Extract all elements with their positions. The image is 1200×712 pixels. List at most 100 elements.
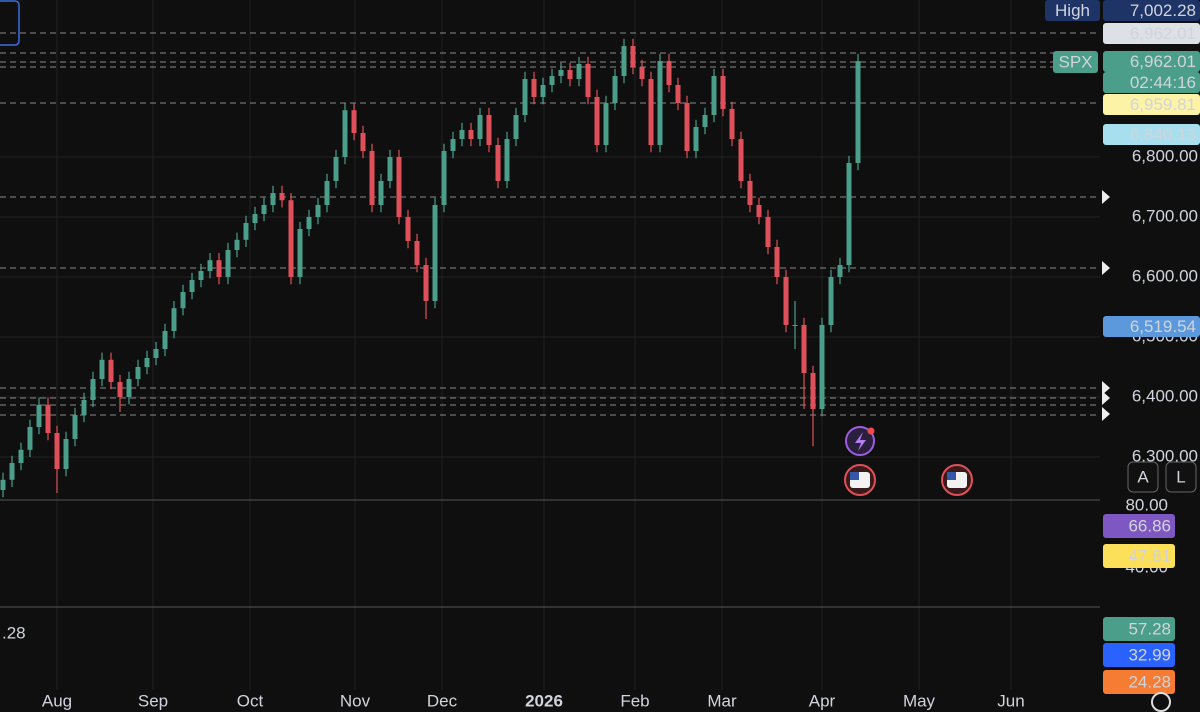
candle-body	[747, 181, 753, 206]
candle-body	[225, 250, 231, 277]
candle-body	[630, 46, 636, 68]
indicator-tag-bg	[1103, 643, 1175, 667]
candle-body	[405, 217, 411, 242]
candle-body	[477, 115, 483, 140]
candle-body	[81, 399, 87, 415]
candle-body	[441, 151, 447, 206]
price-tag-bg	[1103, 51, 1200, 72]
candle-body	[666, 61, 672, 86]
candle-body	[144, 357, 150, 367]
candle-body	[342, 110, 348, 158]
candle-body	[18, 449, 24, 463]
candle-body	[792, 324, 798, 326]
candle-body	[288, 200, 294, 277]
candle-body	[693, 127, 699, 152]
price-tag-bg	[1103, 23, 1200, 44]
candle-body	[162, 330, 168, 349]
candle-body	[702, 115, 708, 128]
candle-body	[837, 264, 843, 277]
candle-body	[756, 205, 762, 218]
flag-canton	[850, 472, 859, 480]
candle-body	[378, 181, 384, 206]
x-tick-label: Feb	[620, 691, 649, 710]
candle-body	[243, 223, 249, 240]
indicator-tag-bg	[1103, 670, 1175, 694]
candle-body	[45, 404, 51, 433]
candle-body	[459, 130, 465, 140]
candle-body	[639, 67, 645, 80]
price-tag-bg	[1103, 316, 1200, 337]
candle-body	[810, 372, 816, 409]
candle-body	[855, 61, 861, 164]
candle-body	[549, 76, 555, 86]
candle-body	[612, 76, 618, 104]
y-tick-label: 6,700.00	[1132, 206, 1198, 225]
candle-body	[117, 381, 123, 397]
price-tag-bg	[1103, 94, 1200, 115]
price-tag: 6,519.54	[1130, 317, 1196, 336]
candle-body	[729, 109, 735, 140]
candle-body	[180, 291, 186, 309]
candle-body	[315, 205, 321, 218]
high-value-bg	[1103, 0, 1200, 21]
candle-body	[396, 157, 402, 218]
candle-body	[360, 133, 366, 152]
candle-body	[54, 432, 60, 469]
candle-body	[621, 46, 627, 77]
candle-body	[540, 85, 546, 98]
candle-body	[513, 115, 519, 140]
candle-body	[603, 103, 609, 146]
candle-body	[108, 359, 114, 382]
candle-body	[252, 214, 258, 224]
candle-body	[99, 359, 105, 379]
x-tick-label: Nov	[340, 691, 371, 710]
price-tag: 02:44:16	[1130, 73, 1196, 92]
scale-button-bg[interactable]	[1165, 461, 1197, 493]
candle-body	[0, 479, 6, 490]
candle-body	[414, 241, 420, 265]
indicator-tag: 47.81	[1128, 546, 1171, 565]
symbol-label: SPX	[1058, 52, 1092, 71]
candle-body	[522, 79, 528, 116]
candle-body	[216, 260, 222, 277]
candle-body	[576, 64, 582, 80]
scale-button[interactable]: L	[1176, 467, 1185, 486]
candle-body	[738, 139, 744, 182]
price-tag: 6,959.81	[1130, 95, 1196, 114]
candle-body	[207, 260, 213, 271]
candle-body	[234, 239, 240, 250]
price-tag: 6,840.13	[1130, 125, 1196, 144]
x-tick-label: Sep	[138, 691, 168, 710]
candle-body	[27, 426, 33, 450]
indicator-tag: 57.28	[1128, 619, 1171, 638]
flag-canton	[947, 472, 956, 480]
indicator-tag-bg	[1103, 544, 1175, 568]
y-tick-label: 6,300.00	[1132, 446, 1198, 465]
scale-button-bg[interactable]	[1127, 461, 1159, 493]
candles	[0, 38, 861, 498]
candle-body	[63, 438, 69, 469]
candle-body	[828, 276, 834, 325]
candle-body	[171, 308, 177, 331]
candle-body	[324, 181, 330, 206]
alert-arrows	[1102, 190, 1110, 421]
price-tag-bg	[1103, 72, 1200, 93]
arrow-marker	[1102, 407, 1110, 421]
candle-body	[468, 130, 474, 140]
arrow-marker	[1102, 190, 1110, 204]
grid	[0, 0, 1100, 690]
selection-box[interactable]	[0, 0, 20, 46]
scale-button[interactable]: A	[1137, 467, 1149, 486]
settings-icon[interactable]	[1151, 692, 1171, 712]
candle-body	[819, 324, 825, 409]
candle-body	[189, 279, 195, 292]
candle-body	[306, 217, 312, 230]
event-icons[interactable]	[844, 426, 973, 496]
y-tick-label: 6,600.00	[1132, 266, 1198, 285]
candle-body	[846, 163, 852, 265]
candle-body	[9, 462, 15, 480]
candle-body	[801, 324, 807, 373]
candle-body	[648, 79, 654, 146]
